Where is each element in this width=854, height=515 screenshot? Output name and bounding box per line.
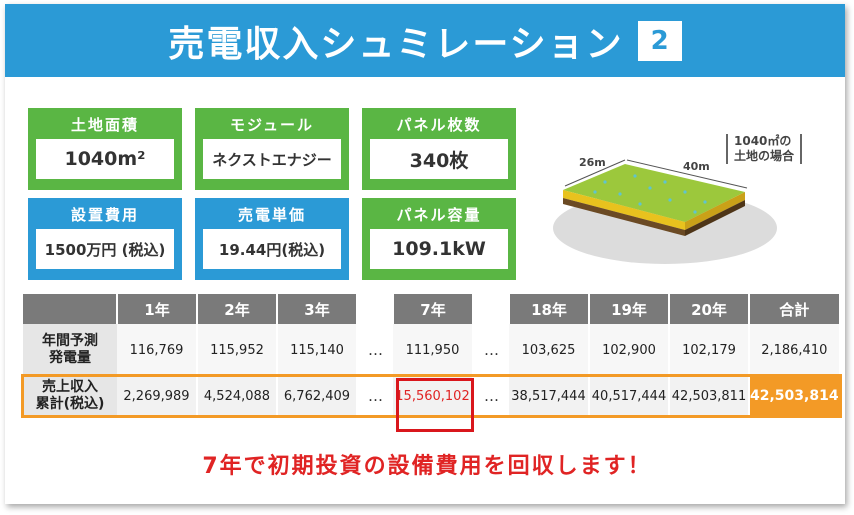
land-plot-illustration: 26m 40m (553, 156, 777, 264)
sell-price-box: 売電単価 19.44円(税込) (195, 198, 349, 280)
generation-year-1: 116,769 (117, 324, 198, 376)
title-banner: 売電収入シュミレーション 2 (5, 4, 845, 77)
land-area-box: 土地面積 1040m² (28, 108, 182, 190)
width-dimension-line (564, 159, 626, 187)
generation-year-19: 102,900 (589, 324, 670, 376)
ellipsis: … (473, 376, 509, 416)
page-title: 売電収入シュミレーション (168, 23, 624, 65)
table-row-revenue: 売上収入 累計(税込) 2,269,989 4,524,088 6,762,40… (21, 374, 842, 418)
install-cost-label: 設置費用 (70, 206, 139, 224)
ellipsis: … (357, 376, 393, 416)
panel-count-value: 340枚 (370, 139, 508, 179)
land-area-label: 土地面積 (70, 116, 139, 134)
land-note-line2: 土地の場合 (734, 149, 795, 163)
revenue-row-label: 売上収入 累計(税込) (23, 376, 117, 416)
revenue-year-18: 38,517,444 (509, 376, 590, 416)
generation-year-2: 115,952 (197, 324, 278, 376)
ellipsis: … (473, 324, 509, 376)
revenue-year-3: 6,762,409 (277, 376, 358, 416)
header-total: 合計 (749, 294, 841, 324)
revenue-year-1: 2,269,989 (117, 376, 198, 416)
land-note-line1: 1040㎡の (734, 134, 792, 148)
install-cost-box: 設置費用 1500万円 (税込) (28, 198, 182, 280)
panel-count-label: パネル枚数 (396, 116, 482, 134)
revenue-year-19: 40,517,444 (589, 376, 670, 416)
generation-year-3: 115,140 (277, 324, 358, 376)
revenue-label-line1: 売上収入 (42, 379, 98, 395)
revenue-total: 42,503,814 (749, 376, 841, 416)
land-front-face (563, 190, 685, 230)
generation-year-18: 103,625 (509, 324, 590, 376)
generation-label-line1: 年間予測 (42, 333, 98, 349)
header-year-18: 18年 (509, 294, 590, 324)
table-row-generation: 年間予測 発電量 116,769 115,952 115,140 … 111,9… (23, 324, 841, 376)
generation-year-7: 111,950 (393, 324, 474, 376)
generation-row-label: 年間予測 発電量 (23, 324, 117, 376)
land-note: 1040㎡の 土地の場合 (726, 134, 803, 164)
header-year-20: 20年 (669, 294, 750, 324)
header-year-2: 2年 (197, 294, 278, 324)
land-top-surface (563, 164, 745, 222)
land-area-value: 1040m² (36, 139, 174, 179)
panel-capacity-value: 109.1kW (370, 229, 508, 269)
header-year-1: 1年 (117, 294, 198, 324)
payback-tagline: 7年で初期投資の設備費用を回収します！ (202, 454, 652, 479)
ellipsis: … (357, 324, 393, 376)
payback-highlight-box (396, 378, 474, 432)
panel-capacity-label: パネル容量 (396, 206, 482, 224)
length-label: 40m (683, 160, 710, 173)
panel-capacity-box: パネル容量 109.1kW (362, 198, 516, 280)
header-year-3: 3年 (277, 294, 358, 324)
header-year-19: 19年 (589, 294, 670, 324)
panel-dots (593, 174, 707, 214)
generation-label-line2: 発電量 (49, 350, 91, 366)
module-value: ネクストエナジー (203, 139, 341, 179)
length-dimension-line (626, 159, 748, 189)
table-header-row: 1年 2年 3年 7年 18年 19年 20年 合計 (23, 294, 841, 324)
revenue-table: 1年 2年 3年 7年 18年 19年 20年 合計 年間予測 発電量 116,… (21, 294, 842, 418)
header-corner (23, 294, 118, 324)
sell-price-value: 19.44円(税込) (203, 229, 341, 269)
header-gap (357, 294, 394, 324)
generation-total: 2,186,410 (749, 324, 841, 376)
revenue-year-2: 4,524,088 (197, 376, 278, 416)
land-soil-side (685, 200, 745, 236)
sell-price-label: 売電単価 (237, 206, 306, 224)
revenue-label-line2: 累計(税込) (35, 396, 105, 412)
install-cost-value: 1500万円 (税込) (36, 229, 174, 269)
land-side-face (685, 192, 745, 230)
header-year-7: 7年 (393, 294, 474, 324)
module-box: モジュール ネクストエナジー (195, 108, 349, 190)
width-label: 26m (579, 156, 606, 169)
generation-year-20: 102,179 (669, 324, 750, 376)
land-soil-front (563, 198, 685, 236)
module-label: モジュール (230, 116, 314, 134)
revenue-year-20: 42,503,811 (669, 376, 750, 416)
step-number-badge: 2 (637, 20, 682, 61)
header-gap (473, 294, 510, 324)
revenue-year-7: 15,560,102 (393, 376, 474, 416)
panel-count-box: パネル枚数 340枚 (362, 108, 516, 190)
